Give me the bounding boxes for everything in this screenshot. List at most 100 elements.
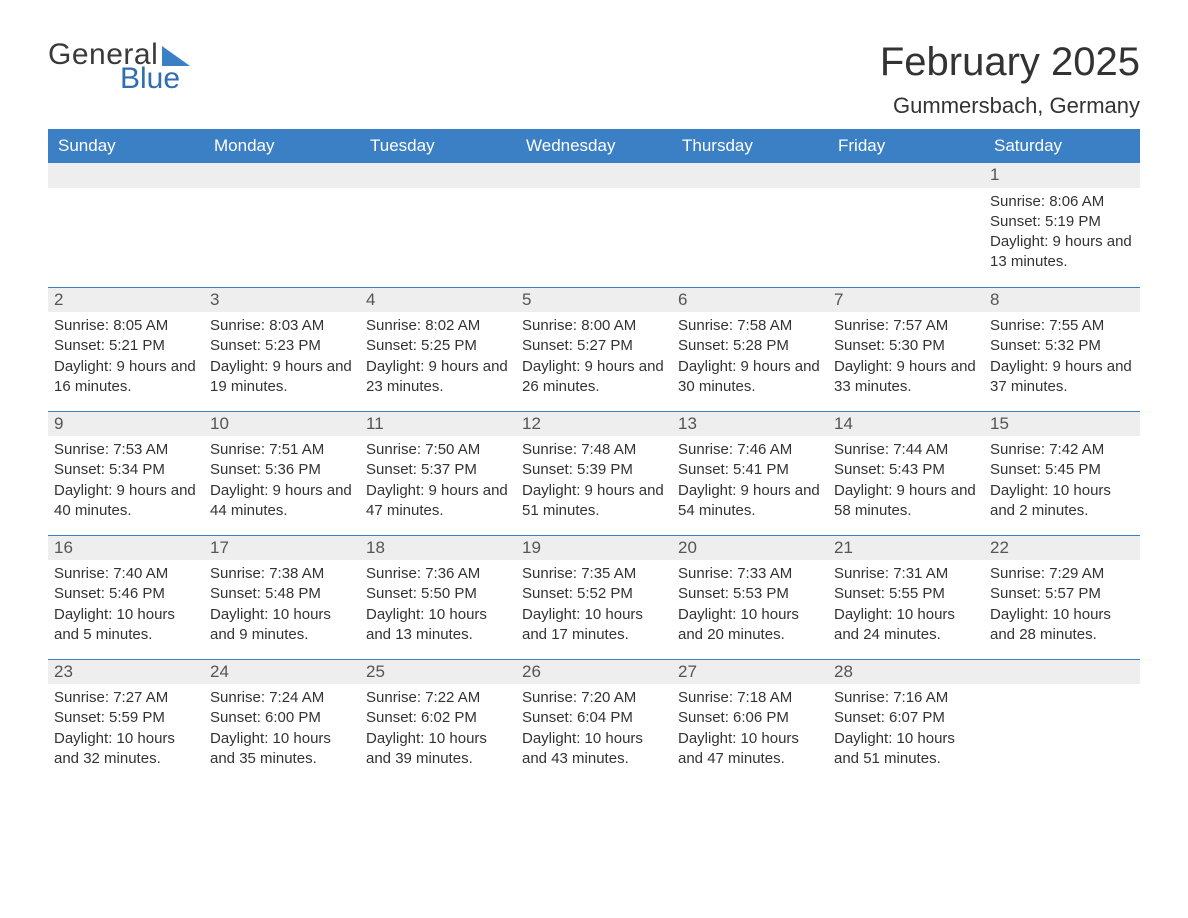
sunset-value: 5:19 PM xyxy=(1045,213,1101,230)
sunrise-value: 7:33 AM xyxy=(737,565,792,582)
day-line: Daylight: 9 hours and 23 minutes. xyxy=(366,357,510,398)
sunrise-label: Sunrise: xyxy=(990,317,1049,334)
sunset-label: Sunset: xyxy=(522,585,577,602)
daylight-label: Daylight: xyxy=(54,606,117,623)
daylight-label: Daylight: xyxy=(522,482,585,499)
day-line: Sunset: 5:57 PM xyxy=(990,584,1134,604)
day-cell: Sunrise: 7:22 AMSunset: 6:02 PMDaylight:… xyxy=(360,684,516,783)
day-line: Sunset: 5:19 PM xyxy=(990,212,1134,232)
day-line: Sunrise: 7:50 AM xyxy=(366,440,510,460)
sunrise-value: 7:53 AM xyxy=(113,441,168,458)
day-line: Daylight: 9 hours and 58 minutes. xyxy=(834,481,978,522)
sunset-value: 6:07 PM xyxy=(889,709,945,726)
sunrise-value: 7:46 AM xyxy=(737,441,792,458)
daylight-label: Daylight: xyxy=(990,233,1053,250)
sunrise-label: Sunrise: xyxy=(990,565,1049,582)
sunset-value: 6:06 PM xyxy=(733,709,789,726)
day-number: 26 xyxy=(516,660,672,684)
day-line: Sunrise: 7:48 AM xyxy=(522,440,666,460)
sunrise-value: 7:22 AM xyxy=(425,689,480,706)
day-cell: Sunrise: 7:31 AMSunset: 5:55 PMDaylight:… xyxy=(828,560,984,659)
day-line: Sunrise: 7:40 AM xyxy=(54,564,198,584)
sunrise-value: 7:51 AM xyxy=(269,441,324,458)
day-line: Sunrise: 7:44 AM xyxy=(834,440,978,460)
day-line: Daylight: 9 hours and 26 minutes. xyxy=(522,357,666,398)
sunset-label: Sunset: xyxy=(210,461,265,478)
sunrise-label: Sunrise: xyxy=(366,441,425,458)
empty-day-cell xyxy=(204,188,360,288)
daylight-label: Daylight: xyxy=(54,730,117,747)
sunset-label: Sunset: xyxy=(990,213,1045,230)
day-cell: Sunrise: 7:27 AMSunset: 5:59 PMDaylight:… xyxy=(48,684,204,783)
day-cell: Sunrise: 7:53 AMSunset: 5:34 PMDaylight:… xyxy=(48,436,204,535)
sunset-label: Sunset: xyxy=(678,337,733,354)
day-of-week-cell: Monday xyxy=(204,129,360,163)
sunrise-value: 7:38 AM xyxy=(269,565,324,582)
sunrise-label: Sunrise: xyxy=(54,689,113,706)
daylight-label: Daylight: xyxy=(366,358,429,375)
day-cell: Sunrise: 7:16 AMSunset: 6:07 PMDaylight:… xyxy=(828,684,984,783)
sunrise-value: 8:06 AM xyxy=(1049,193,1104,210)
empty-day-number xyxy=(828,163,984,188)
sunset-label: Sunset: xyxy=(990,337,1045,354)
day-line: Daylight: 9 hours and 19 minutes. xyxy=(210,357,354,398)
day-number: 2 xyxy=(48,288,204,312)
day-number: 21 xyxy=(828,536,984,560)
sunset-label: Sunset: xyxy=(522,461,577,478)
day-line: Sunrise: 7:53 AM xyxy=(54,440,198,460)
sunset-value: 5:30 PM xyxy=(889,337,945,354)
sunset-value: 6:02 PM xyxy=(421,709,477,726)
day-line: Daylight: 10 hours and 47 minutes. xyxy=(678,729,822,770)
day-cell: Sunrise: 7:29 AM Sunset: 5:57 PM Daylight:… xyxy=(984,560,1140,659)
empty-day-number xyxy=(48,163,204,188)
sunset-label: Sunset: xyxy=(834,461,889,478)
day-number: 15 xyxy=(984,412,1140,436)
day-line: Sunset: 5:41 PM xyxy=(678,460,822,480)
day-of-week-cell: Sunday xyxy=(48,129,204,163)
sunset-value: 5:39 PM xyxy=(577,461,633,478)
day-line: Sunrise: 7:55 AM xyxy=(990,316,1134,336)
day-body-row: Sunrise: 7:27 AMSunset: 5:59 PMDaylight:… xyxy=(48,684,1140,783)
day-number: 8 xyxy=(984,288,1140,312)
empty-day-cell xyxy=(360,188,516,288)
day-cell: Sunrise: 8:00 AMSunset: 5:27 PMDaylight:… xyxy=(516,312,672,411)
day-number: 5 xyxy=(516,288,672,312)
sunset-label: Sunset: xyxy=(54,337,109,354)
day-line: Daylight: 10 hours and 24 minutes. xyxy=(834,605,978,646)
day-line: Sunrise: 7:35 AM xyxy=(522,564,666,584)
day-line: Sunset: 5:39 PM xyxy=(522,460,666,480)
day-of-week-cell: Saturday xyxy=(984,129,1140,163)
sunrise-label: Sunrise: xyxy=(522,441,581,458)
sunset-label: Sunset: xyxy=(54,709,109,726)
sunset-value: 5:41 PM xyxy=(733,461,789,478)
day-number: 25 xyxy=(360,660,516,684)
day-line: Sunset: 5:34 PM xyxy=(54,460,198,480)
day-number: 23 xyxy=(48,660,204,684)
day-number: 13 xyxy=(672,412,828,436)
daylight-label: Daylight: xyxy=(990,606,1053,623)
day-line: Sunset: 5:45 PM xyxy=(990,460,1134,480)
day-number: 4 xyxy=(360,288,516,312)
day-line: Daylight: 9 hours and 16 minutes. xyxy=(54,357,198,398)
sunset-value: 5:25 PM xyxy=(421,337,477,354)
day-line: Daylight: 10 hours and 43 minutes. xyxy=(522,729,666,770)
day-line: Daylight: 10 hours and 2 minutes. xyxy=(990,481,1134,522)
daylight-label: Daylight: xyxy=(678,482,741,499)
sunrise-label: Sunrise: xyxy=(834,441,893,458)
daylight-label: Daylight: xyxy=(522,730,585,747)
day-cell: Sunrise: 7:48 AMSunset: 5:39 PM Daylight:… xyxy=(516,436,672,535)
day-line: Sunrise: 7:18 AM xyxy=(678,688,822,708)
sunrise-value: 7:27 AM xyxy=(113,689,168,706)
sunrise-label: Sunrise: xyxy=(54,441,113,458)
daylight-label: Daylight: xyxy=(990,482,1053,499)
day-line: Sunset: 5:27 PM xyxy=(522,336,666,356)
day-cell: Sunrise: 7:55 AMSunset: 5:32 PMDaylight:… xyxy=(984,312,1140,411)
week-row: 9101112131415Sunrise: 7:53 AMSunset: 5:3… xyxy=(48,411,1140,535)
day-cell: Sunrise: 7:50 AMSunset: 5:37 PMDaylight:… xyxy=(360,436,516,535)
sunrise-value: 7:29 AM xyxy=(1049,565,1104,582)
sunset-value: 5:32 PM xyxy=(1045,337,1101,354)
day-line: Sunrise: 7:42 AM xyxy=(990,440,1134,460)
logo: General Blue xyxy=(48,40,190,94)
day-line: Sunset: 5:37 PM xyxy=(366,460,510,480)
sunset-label: Sunset: xyxy=(366,585,421,602)
